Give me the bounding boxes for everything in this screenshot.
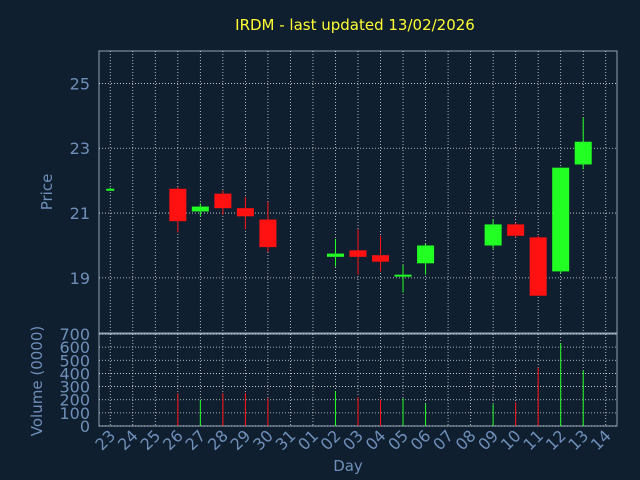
volume-tick-label: 500: [59, 351, 90, 370]
price-tick-label: 19: [70, 269, 90, 288]
volume-tick-label: 700: [59, 325, 90, 344]
price-axis-label: Price: [38, 174, 56, 211]
candle-body: [349, 250, 367, 257]
candle-body: [372, 255, 390, 262]
candle-body: [326, 253, 344, 257]
candle-body: [529, 237, 547, 296]
volume-tick-label: 100: [59, 404, 90, 423]
candle-body: [259, 219, 277, 248]
x-axis-label: Day: [333, 457, 363, 475]
candle-body: [191, 206, 209, 212]
candle-body: [169, 188, 187, 222]
price-tick-label: 25: [70, 74, 90, 93]
candle-body: [484, 224, 502, 246]
volume-tick-label: 600: [59, 338, 90, 357]
volume-tick-label: 400: [59, 364, 90, 383]
chart-title: IRDM - last updated 13/02/2026: [235, 16, 475, 34]
volume-axis-label: Volume (0000): [28, 326, 46, 436]
candle-body: [417, 245, 435, 264]
price-panel: 19 21 23 25: [70, 50, 618, 334]
candle-body: [106, 188, 115, 191]
volume-tick-label: 0: [80, 417, 90, 436]
candle-body: [236, 208, 254, 217]
candle-body: [552, 167, 570, 272]
volume-tick-label: 300: [59, 378, 90, 397]
candle-body: [574, 141, 592, 165]
price-tick-label: 23: [70, 139, 90, 158]
volume-tick-label: 200: [59, 391, 90, 410]
candle-body: [394, 274, 412, 277]
price-tick-label: 21: [70, 204, 90, 223]
candle-body: [507, 224, 525, 236]
candle-body: [214, 193, 232, 209]
